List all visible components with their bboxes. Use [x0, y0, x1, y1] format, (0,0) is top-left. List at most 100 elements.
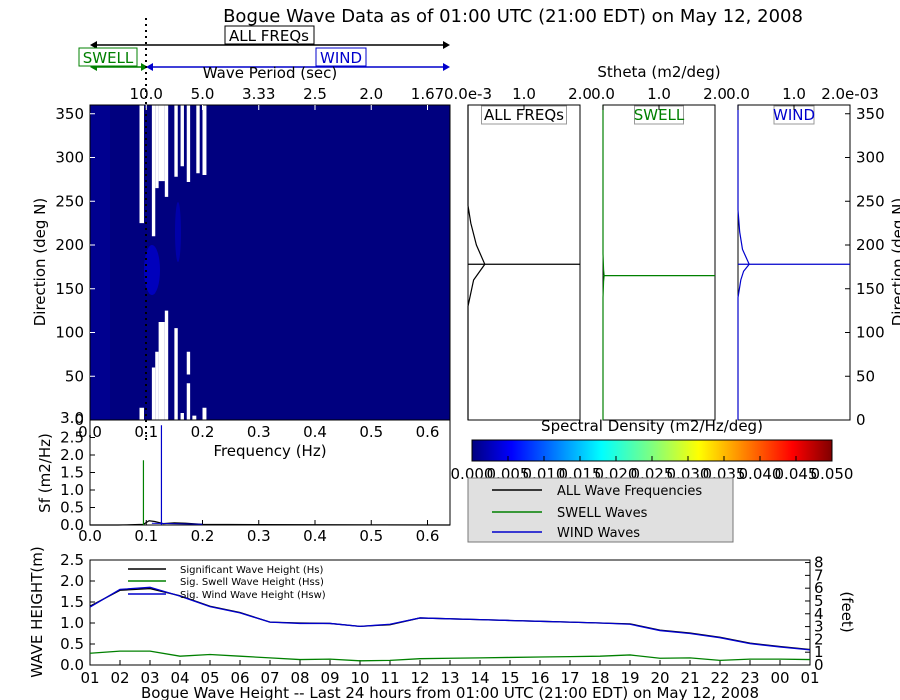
directional-spectrum-panel: 0 50 100 150 200 250 300 350 10.0 5.0 3.33 2.5 2.0 1.…: [31, 18, 451, 441]
heatmap-empty-cell: [180, 413, 184, 420]
fspec-xlabel: Frequency (Hz): [213, 442, 326, 460]
wh-xtick-label: 17: [560, 669, 579, 687]
stheta-all-tick-label: 0.0e-3: [444, 85, 492, 103]
wh-ytick-label: 1.5: [60, 593, 84, 611]
stheta-swell-tick-label: 1.0: [647, 85, 671, 103]
stheta-all-title: ALL FREQs: [484, 106, 564, 124]
wh-right-tick-label: 7: [814, 566, 824, 584]
heatmap-ytick-label: 150: [55, 280, 84, 298]
wh-xtick-label: 12: [410, 669, 429, 687]
fspec-xtick-label: 0.1: [134, 527, 158, 545]
stheta-all-tick-label: 2.0: [568, 85, 592, 103]
stheta-all-curve: [467, 105, 486, 420]
heatmap-freq-tick-label: 0.2: [191, 423, 215, 441]
stheta-wind-title: WIND: [773, 106, 815, 124]
wh-xtick-label: 09: [320, 669, 339, 687]
wh-right-tick-label: 6: [814, 579, 824, 597]
heatmap-secondary-blob: [175, 202, 181, 262]
stheta-right-ylabel: Direction (deg N): [889, 198, 900, 327]
stheta-wind-tick-label: 2.0e-03: [821, 85, 879, 103]
wh-xtick-label: 10: [350, 669, 369, 687]
wind-arrowhead-left: [146, 63, 153, 71]
heatmap-empty-cell: [151, 105, 156, 237]
wh-xtick-label: 05: [200, 669, 219, 687]
wh-right-tick-label: 3: [814, 618, 824, 636]
fspec-xtick-label: 0.6: [416, 527, 440, 545]
heatmap-empty-cell: [164, 105, 169, 197]
wh-xtick-label: 08: [290, 669, 309, 687]
heatmap-empty-cell: [151, 367, 156, 420]
wh-hss-line: [89, 650, 811, 662]
wh-right-tick-label: 0: [814, 656, 824, 674]
wh-xtick-label: 20: [650, 669, 669, 687]
heatmap-ytick-label: 100: [55, 324, 84, 342]
stheta-all-tick-label: 1.0: [512, 85, 536, 103]
swell-label-box: [78, 47, 138, 67]
legend-all-label: ALL Wave Frequencies: [557, 484, 702, 499]
wh-xtick-label: 16: [530, 669, 549, 687]
heatmap-empty-cell: [186, 105, 191, 182]
fspec-xtick-label: 0.4: [303, 527, 327, 545]
swell-arrowhead-right: [141, 63, 148, 71]
heatmap-empty-cell: [202, 105, 207, 175]
wave-height-frame: [89, 559, 811, 666]
heatmap-top-xlabel: Wave Period (sec): [203, 64, 337, 82]
heatmap-freq-tick-label: 0.4: [303, 423, 327, 441]
wh-xtick-label: 21: [680, 669, 699, 687]
wh-xtick-label: 13: [440, 669, 459, 687]
all-freq-label-box: [224, 25, 315, 45]
heatmap-ytick-label: 0: [74, 411, 84, 429]
wh-ytick-label: 1.0: [60, 614, 84, 632]
heatmap-ylabel: Direction (deg N): [31, 198, 49, 327]
heatmap-freq-tick-label: 0.5: [359, 423, 383, 441]
heatmap-period-tick-label: 2.5: [303, 85, 327, 103]
stheta-right-ytick-label: 0: [856, 411, 866, 429]
wh-xtick-label: 02: [110, 669, 129, 687]
heatmap-empty-cell: [158, 322, 165, 420]
wh-legend-hs-label: Significant Wave Height (Hs): [180, 565, 323, 576]
heatmap-period-tick-label: 2.0: [359, 85, 383, 103]
stheta-right-ytick-label: 50: [856, 367, 875, 385]
heatmap-empty-cell: [192, 415, 197, 420]
swell-label: SWELL: [83, 49, 134, 67]
stheta-right-ytick-label: 200: [856, 236, 885, 254]
heatmap-empty-cell: [174, 105, 178, 177]
wh-xtick-label: 15: [500, 669, 519, 687]
wh-ytick-label: 0.5: [60, 635, 84, 653]
heatmap-ytick-label: 350: [55, 105, 84, 123]
wh-xtick-label: 18: [590, 669, 609, 687]
heatmap-ytick-label: 250: [55, 192, 84, 210]
band-indicator: ALL FREQs SWELL WIND: [78, 25, 450, 71]
wh-legend-hsw-label: Sig. Wind Wave Height (Hsw): [180, 590, 326, 601]
wh-ytick-label: 2.0: [60, 572, 84, 590]
wh-legend-hss-label: Sig. Swell Wave Height (Hss): [180, 577, 324, 588]
heatmap-ytick-label: 300: [55, 149, 84, 167]
heatmap-low-freq-band: [90, 105, 110, 420]
stheta-all-frame: [467, 104, 581, 421]
stheta-swell-title: SWELL: [634, 106, 685, 124]
fspec-ytick-label: 2.5: [60, 429, 84, 447]
fspec-xtick-label: 0.2: [191, 527, 215, 545]
frequency-spectrum-panel: Sf (m2/Hz) Frequency (Hz) 0.00.51.01.52.…: [36, 409, 451, 545]
heatmap-empty-cell: [158, 105, 165, 182]
fspec-ytick-label: 0.0: [60, 516, 84, 534]
colorbar-tick-label: 0.050: [811, 465, 854, 483]
wave-height-ylabel: WAVE HEIGHT(m): [28, 546, 46, 677]
wave-height-panel: 0.00.51.01.52.02.501 02 03 04 05 06 07 08 09 10 11…: [28, 546, 856, 700]
stheta-right-ytick-label: 250: [856, 192, 885, 210]
heatmap-empty-cell: [174, 328, 178, 420]
heatmap-period-tick-label: 5.0: [191, 85, 215, 103]
fspec-ytick-label: 3.0: [60, 409, 84, 427]
colorbar-tick-label: 0.040: [739, 465, 782, 483]
wh-xtick-label: 06: [230, 669, 249, 687]
fspec-wind-curve: [151, 522, 203, 525]
wh-xtick-label: 23: [740, 669, 759, 687]
all-freq-arrowhead-right: [443, 41, 450, 49]
stheta-wind-frame: [737, 104, 851, 421]
wh-right-tick-label: 5: [814, 592, 824, 610]
wh-xtick-label: 03: [140, 669, 159, 687]
wh-xtick-label: 00: [770, 669, 789, 687]
wh-xtick-label: 01: [80, 669, 99, 687]
legend-swell-label: SWELL Waves: [557, 506, 648, 521]
